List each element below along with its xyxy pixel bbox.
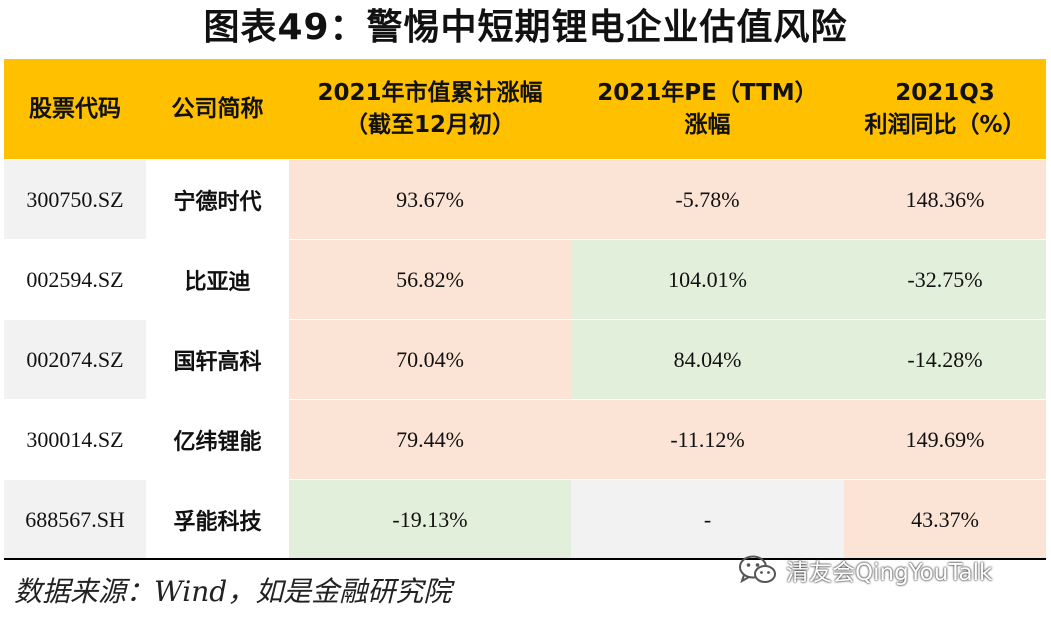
mcap-change: 56.82% — [289, 239, 571, 320]
table-row: 002594.SZ 比亚迪 56.82% 104.01% -32.75% — [4, 239, 1046, 320]
header-profit-yoy: 2021Q3 利润同比（%） — [844, 59, 1046, 160]
pe-change: - — [571, 479, 844, 559]
valuation-table: 股票代码 公司简称 2021年市值累计涨幅 （截至12月初） 2021年PE（TT… — [4, 59, 1046, 559]
stock-code: 300750.SZ — [4, 159, 146, 240]
pe-change: 104.01% — [571, 239, 844, 320]
header-mcap-change: 2021年市值累计涨幅 （截至12月初） — [289, 59, 571, 160]
pe-change: -11.12% — [571, 399, 844, 480]
company-name: 孚能科技 — [146, 479, 289, 559]
mcap-change: 70.04% — [289, 319, 571, 400]
mcap-change: 79.44% — [289, 399, 571, 480]
stock-code: 002074.SZ — [4, 319, 146, 400]
mcap-change: 93.67% — [289, 159, 571, 240]
figure-title: 图表49：警惕中短期锂电企业估值风险 — [203, 7, 848, 48]
table-row: 300014.SZ 亿纬锂能 79.44% -11.12% 149.69% — [4, 399, 1046, 480]
company-name: 比亚迪 — [146, 239, 289, 320]
stock-code: 300014.SZ — [4, 399, 146, 480]
data-source-note: 数据来源：Wind，如是金融研究院 — [14, 575, 452, 608]
header-stock-code: 股票代码 — [4, 59, 146, 160]
pe-change: 84.04% — [571, 319, 844, 400]
profit-yoy: -14.28% — [844, 319, 1046, 400]
table-row: 002074.SZ 国轩高科 70.04% 84.04% -14.28% — [4, 319, 1046, 400]
profit-yoy: 149.69% — [844, 399, 1046, 480]
stock-code: 688567.SH — [4, 479, 146, 559]
pe-change: -5.78% — [571, 159, 844, 240]
table-header-row: 股票代码 公司简称 2021年市值累计涨幅 （截至12月初） 2021年PE（TT… — [4, 59, 1046, 160]
header-pe-change: 2021年PE（TTM） 涨幅 — [571, 59, 844, 160]
wechat-icon — [739, 555, 776, 584]
company-name: 亿纬锂能 — [146, 399, 289, 480]
profit-yoy: -32.75% — [844, 239, 1046, 320]
stock-code: 002594.SZ — [4, 239, 146, 320]
table-row: 300750.SZ 宁德时代 93.67% -5.78% 148.36% — [4, 159, 1046, 240]
profit-yoy: 148.36% — [844, 159, 1046, 240]
table-row: 688567.SH 孚能科技 -19.13% - 43.37% — [4, 479, 1046, 559]
header-company-name: 公司简称 — [146, 59, 289, 160]
watermark-text: 清友会QingYouTalk — [786, 560, 993, 586]
company-name: 宁德时代 — [146, 159, 289, 240]
watermark: 清友会QingYouTalk — [738, 553, 992, 587]
profit-yoy: 43.37% — [844, 479, 1046, 559]
source-divider — [4, 558, 1046, 560]
mcap-change: -19.13% — [289, 479, 571, 559]
company-name: 国轩高科 — [146, 319, 289, 400]
